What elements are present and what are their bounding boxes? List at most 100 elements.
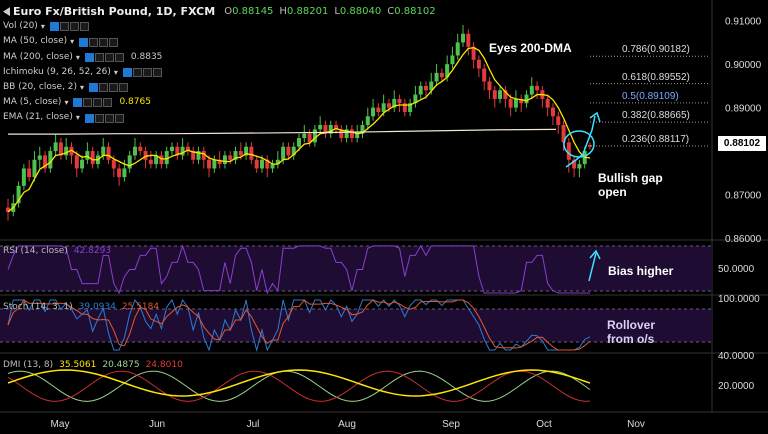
dmi-pdi-value: 20.4875 [102, 360, 140, 370]
candle-body [577, 164, 582, 169]
candle-body [249, 146, 254, 160]
more-icon[interactable] [152, 67, 162, 77]
close-icon[interactable] [69, 22, 79, 32]
settings-icon[interactable] [83, 98, 93, 108]
candle-body [397, 98, 402, 104]
x-tick-label: Nov [627, 419, 645, 430]
eye-icon[interactable] [84, 52, 94, 62]
candle-body [159, 155, 164, 165]
candle-body [265, 159, 270, 169]
indicator-label: MA (50, close) [3, 36, 68, 47]
close-icon[interactable] [109, 83, 119, 93]
more-icon[interactable] [114, 113, 124, 123]
settings-icon[interactable] [59, 22, 69, 32]
x-tick-label: Jul [247, 419, 260, 430]
chevron-down-icon[interactable]: ▾ [113, 67, 118, 77]
candle-body [524, 94, 529, 104]
x-tick-label: May [51, 419, 70, 430]
settings-icon[interactable] [89, 37, 99, 47]
candle-body [471, 46, 476, 60]
main-legend: Euro Fx/British Pound, 1D, FXCM O0.88145… [3, 4, 442, 126]
indicator-row[interactable]: MA (200, close) ▾ 0.8835 [3, 50, 442, 65]
settings-icon[interactable] [132, 67, 142, 77]
eye-icon[interactable] [84, 113, 94, 123]
candle-body [365, 116, 370, 125]
chevron-down-icon[interactable]: ▾ [80, 83, 85, 93]
candle-body [275, 159, 280, 165]
settings-icon[interactable] [94, 52, 104, 62]
close-icon[interactable] [142, 67, 152, 77]
dmi-legend: DMI (13, 8) 35.5061 20.4875 24.8010 [3, 360, 189, 370]
close-icon[interactable] [104, 113, 114, 123]
candle-body [233, 151, 238, 160]
dmi-minus-line [7, 370, 591, 402]
settings-icon[interactable] [99, 83, 109, 93]
more-icon[interactable] [109, 37, 119, 47]
candle-body [222, 155, 227, 165]
eye-icon[interactable] [49, 22, 59, 32]
chevron-down-icon[interactable]: ▾ [64, 98, 69, 108]
candle-body [21, 168, 26, 186]
dmi-label: DMI (13, 8) [3, 360, 54, 370]
eye-icon[interactable] [73, 98, 83, 108]
dmi-mdi-value: 24.8010 [145, 360, 183, 370]
indicator-label: MA (5, close) [3, 97, 62, 108]
close-icon[interactable] [99, 37, 109, 47]
chevron-down-icon[interactable]: ▾ [70, 37, 75, 47]
candle-body [450, 55, 455, 65]
candle-body [487, 81, 492, 91]
eye-icon[interactable] [89, 83, 99, 93]
indicator-row[interactable]: EMA (21, close) ▾ [3, 110, 442, 125]
chevron-down-icon[interactable]: ▾ [75, 113, 80, 123]
indicator-row[interactable]: MA (50, close) ▾ [3, 34, 442, 49]
symbol-icon [3, 7, 10, 17]
indicator-row[interactable]: MA (5, close) ▾ 0.8765 [3, 95, 442, 110]
candle-body [175, 146, 180, 156]
indicator-row[interactable]: BB (20, close, 2) ▾ [3, 80, 442, 95]
stoch-k-value: 39.0934 [78, 302, 116, 312]
candle-body [461, 33, 466, 43]
chevron-down-icon[interactable]: ▾ [75, 52, 80, 62]
close-icon[interactable] [93, 98, 103, 108]
eye-icon[interactable] [79, 37, 89, 47]
candle-body [408, 103, 413, 112]
indicator-buttons [84, 113, 124, 123]
candle-body [328, 125, 333, 134]
candle-body [106, 146, 111, 160]
indicator-label: Ichimoku (9, 26, 52, 26) [3, 66, 111, 77]
settings-icon[interactable] [94, 113, 104, 123]
candle-body [48, 151, 53, 169]
candle-body [196, 151, 201, 160]
more-icon[interactable] [119, 83, 129, 93]
eye-icon[interactable] [122, 67, 132, 77]
candle-body [291, 146, 296, 156]
rsi-tick-label: 50.0000 [718, 264, 755, 275]
candle-body [254, 159, 259, 169]
fib-level-label: 0.382(0.88665) [622, 110, 690, 122]
indicator-row[interactable]: Vol (20) ▾ [3, 19, 442, 34]
chart-title: Euro Fx/British Pound, 1D, FXCM [13, 5, 216, 18]
more-icon[interactable] [79, 22, 89, 32]
more-icon[interactable] [114, 52, 124, 62]
close-icon[interactable] [104, 52, 114, 62]
candle-body [466, 33, 471, 47]
candle-body [185, 146, 190, 152]
candle-body [58, 142, 63, 156]
indicator-row[interactable]: Ichimoku (9, 26, 52, 26) ▾ [3, 65, 442, 80]
dmi-tick-label: 40.0000 [718, 351, 755, 362]
rollover-note: Rollover from o/s [607, 318, 656, 346]
indicator-value: 0.8835 [130, 51, 163, 62]
stoch-d-line [7, 299, 591, 351]
candle-body [318, 125, 323, 130]
candle-body [381, 103, 386, 112]
candle-body [302, 133, 307, 139]
indicator-label: MA (200, close) [3, 51, 73, 62]
price-tick-label: 0.86000 [725, 234, 762, 245]
candle-body [297, 138, 301, 147]
candle-body [323, 125, 328, 134]
candle-body [556, 116, 561, 125]
candle-body [201, 151, 206, 160]
chevron-down-icon[interactable]: ▾ [40, 22, 45, 32]
stoch-k-line [7, 298, 591, 352]
more-icon[interactable] [103, 98, 113, 108]
